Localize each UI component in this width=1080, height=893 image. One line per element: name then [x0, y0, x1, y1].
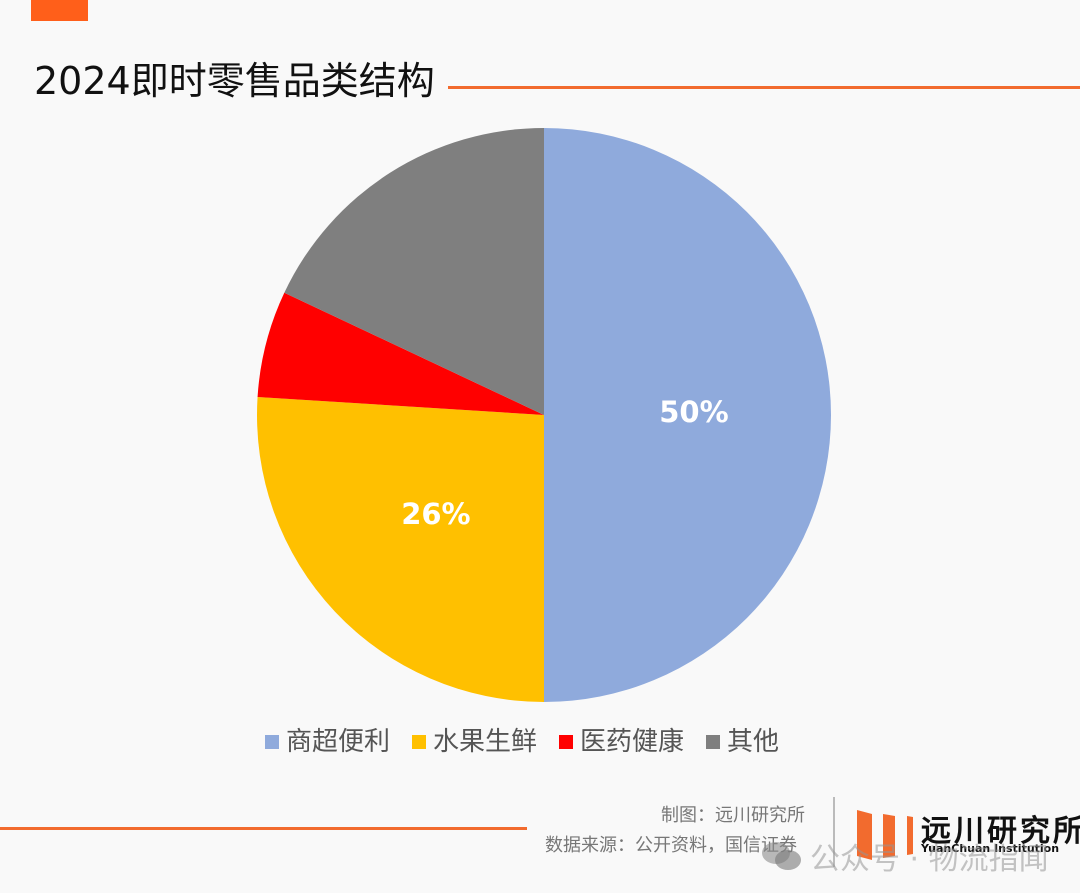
logo-text-en: YuanChuan Institution: [921, 842, 1060, 855]
footer-vertical-divider: [833, 797, 835, 867]
pie-slice-1: [257, 396, 544, 702]
watermark-text: 公众号 · 物流指闻: [810, 842, 1049, 877]
legend-label: 其他: [727, 727, 780, 757]
legend-item-fresh-fruit: 水果生鲜: [412, 722, 537, 762]
pie-slice-3: [284, 128, 544, 415]
legend-label: 医药健康: [580, 727, 685, 757]
footer-divider: [0, 827, 527, 830]
wechat-icon: [762, 842, 801, 870]
pie-data-label: 26%: [401, 497, 471, 532]
legend-label: 水果生鲜: [433, 727, 538, 757]
chart-legend: 商超便利 水果生鲜 医药健康 其他: [265, 722, 779, 762]
legend-swatch-icon: [706, 735, 721, 749]
legend-swatch-icon: [265, 735, 279, 749]
chart-title: 2024即时零售品类结构: [34, 59, 435, 103]
legend-swatch-icon: [559, 735, 574, 749]
data-source: 数据来源：公开资料，国信证券: [545, 835, 797, 856]
legend-item-medical: 医药健康: [559, 722, 684, 762]
pie-data-label: 50%: [659, 395, 729, 429]
title-divider: [448, 86, 1080, 89]
pie-svg: [257, 128, 831, 702]
top-accent-tab: [31, 0, 88, 21]
pie-slice-2: [257, 292, 544, 415]
legend-item-other: 其他: [706, 722, 779, 762]
legend-label: 商超便利: [286, 727, 391, 757]
watermark: 公众号 · 物流指闻: [760, 834, 1049, 878]
legend-swatch-icon: [412, 735, 427, 749]
logo-text-cn: 远川研究所: [921, 814, 1080, 849]
pie-chart: [250, 121, 840, 711]
chart-credit: 制图：远川研究所: [661, 805, 805, 826]
pie-slice-0: [544, 128, 831, 702]
yuanchuan-logo-icon: [857, 810, 913, 860]
legend-item-convenience: 商超便利: [265, 722, 390, 762]
